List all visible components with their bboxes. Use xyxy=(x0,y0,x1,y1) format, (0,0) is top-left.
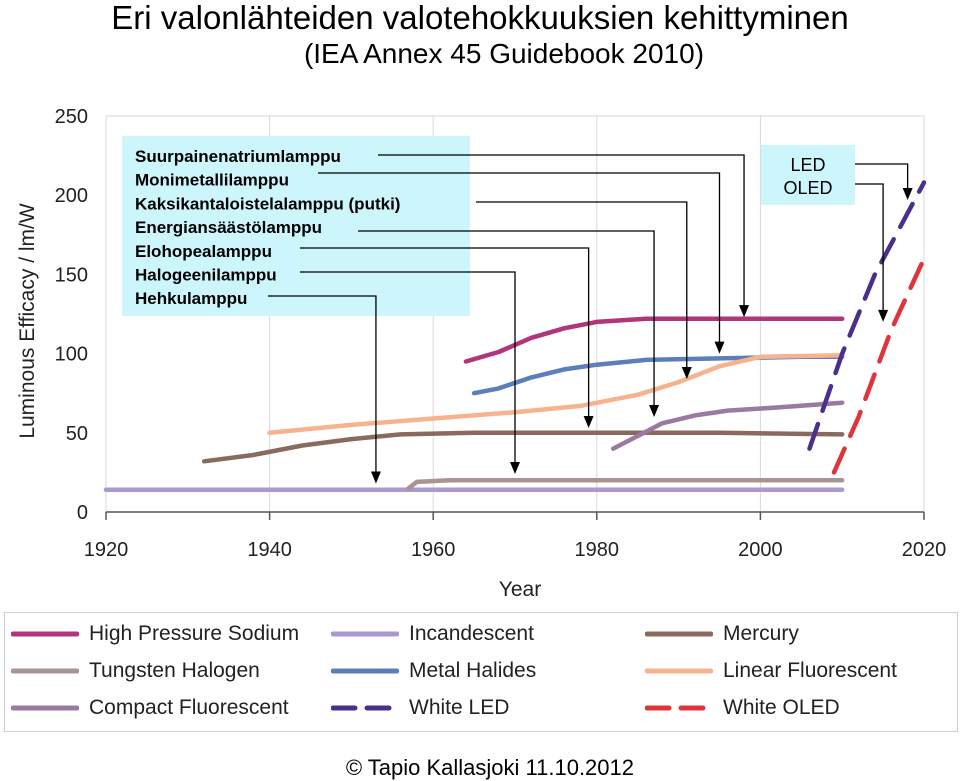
legend-swatch xyxy=(331,705,399,711)
x-tick-label: 2000 xyxy=(738,539,783,561)
legend-label: Mercury xyxy=(723,622,799,645)
legend-label: Incandescent xyxy=(409,622,534,645)
annotation-arrowhead xyxy=(583,416,594,429)
legend-item-tungsten_halogen: Tungsten Halogen xyxy=(11,656,260,686)
y-tick-label: 250 xyxy=(55,106,88,128)
annotation-label: Suurpainenatriumlamppu xyxy=(135,147,341,166)
annotation-arrowhead xyxy=(510,461,520,474)
series-line-hps xyxy=(463,316,845,364)
legend-label: White LED xyxy=(409,696,510,719)
annotation-label: Hehkulamppu xyxy=(135,289,247,308)
chart-annotations: Suurpainenatriumlamppu Monimetallilamppu K… xyxy=(122,136,913,484)
annotation-label: Energiansäästölamppu xyxy=(135,218,322,237)
led-box-label: OLED xyxy=(783,178,832,198)
x-tick-label: 1980 xyxy=(575,539,620,561)
annotation-leader xyxy=(476,201,688,369)
annotation-leader xyxy=(268,295,377,474)
legend-label: Tungsten Halogen xyxy=(89,659,260,682)
series-line-compact_fluorescent xyxy=(610,400,845,451)
legend-swatch xyxy=(645,668,713,674)
y-tick-label: 200 xyxy=(55,185,88,207)
annotation-label: Elohopealamppu xyxy=(135,242,272,261)
led-box xyxy=(761,145,855,205)
led-leader xyxy=(855,163,909,190)
copyright-note: © Tapio Kallasjoki 11.10.2012 xyxy=(345,755,634,780)
series-line-white_led xyxy=(807,180,927,451)
page-title: Eri valonlähteiden valotehokkuuksien keh… xyxy=(111,0,849,36)
annotation-arrowhead xyxy=(649,404,660,417)
annotation-leader xyxy=(300,247,590,419)
page-subtitle: (IEA Annex 45 Guidebook 2010) xyxy=(303,38,705,69)
y-tick-label: 50 xyxy=(66,423,88,445)
legend-item-linear_fluorescent: Linear Fluorescent xyxy=(645,656,897,686)
annotation-box xyxy=(122,136,470,316)
legend-swatch xyxy=(645,705,713,711)
x-tick-label: 2020 xyxy=(902,539,947,561)
led-arrowhead xyxy=(878,309,889,322)
series-line-linear_fluorescent xyxy=(267,352,845,436)
x-axis-label: Year xyxy=(499,578,541,601)
annotation-arrowhead xyxy=(739,305,750,318)
chart-series xyxy=(103,180,927,493)
annotation-arrowhead xyxy=(370,471,381,484)
series-line-mercury xyxy=(201,430,845,464)
annotation-leader xyxy=(378,154,745,308)
legend-swatch xyxy=(11,668,79,674)
legend-label: White OLED xyxy=(723,696,840,719)
legend-item-hps: High Pressure Sodium xyxy=(11,619,299,649)
annotation-leader xyxy=(358,230,655,407)
led-arrowhead xyxy=(902,187,913,200)
annotation-label: Kaksikantaloistelalamppu (putki) xyxy=(135,194,400,213)
y-axis-label: Luminous Efficacy / lm/W xyxy=(16,203,39,439)
chart-legend: High Pressure Sodium Incandescent Mercury T… xyxy=(4,612,958,732)
annotation-arrowhead xyxy=(681,366,692,379)
series-line-tungsten_halogen xyxy=(406,478,845,491)
led-box-label: LED xyxy=(790,155,825,175)
y-tick-label: 150 xyxy=(55,264,88,286)
legend-swatch xyxy=(11,705,79,711)
legend-label: High Pressure Sodium xyxy=(89,622,300,645)
x-tick-label: 1920 xyxy=(84,539,129,561)
legend-item-metal_halides: Metal Halides xyxy=(331,656,536,686)
chart-axes: 1920 1940 1960 1980 2000 2020 0 50 100 150 200 250 Y… xyxy=(16,106,946,601)
legend-item-incandescent: Incandescent xyxy=(331,619,534,649)
legend-label: Linear Fluorescent xyxy=(723,659,897,682)
annotation-arrowhead xyxy=(714,341,725,354)
series-line-white_oled xyxy=(831,256,927,475)
legend-item-white_led: White LED xyxy=(331,693,509,723)
annotation-label: Halogeenilamppu xyxy=(135,266,277,285)
legend-swatch xyxy=(645,631,713,637)
x-tick-label: 1960 xyxy=(411,539,456,561)
legend-swatch xyxy=(331,631,399,637)
x-tick-label: 1940 xyxy=(247,539,292,561)
legend-swatch xyxy=(331,668,399,674)
annotation-leader xyxy=(318,172,721,344)
efficacy-chart: 1920 1940 1960 1980 2000 2020 0 50 100 150 200 250 Y… xyxy=(16,106,946,601)
legend-item-white_oled: White OLED xyxy=(645,693,840,723)
y-tick-label: 0 xyxy=(77,502,88,524)
legend-swatch xyxy=(11,631,79,637)
legend-label: Compact Fluorescent xyxy=(89,696,289,719)
annotation-leader xyxy=(300,271,516,464)
led-leader xyxy=(855,183,884,312)
legend-label: Metal Halides xyxy=(409,659,537,682)
y-tick-label: 100 xyxy=(55,344,88,366)
legend-item-mercury: Mercury xyxy=(645,619,799,649)
annotation-label: Monimetallilamppu xyxy=(135,171,289,190)
legend-item-compact_fluorescent: Compact Fluorescent xyxy=(11,693,289,723)
